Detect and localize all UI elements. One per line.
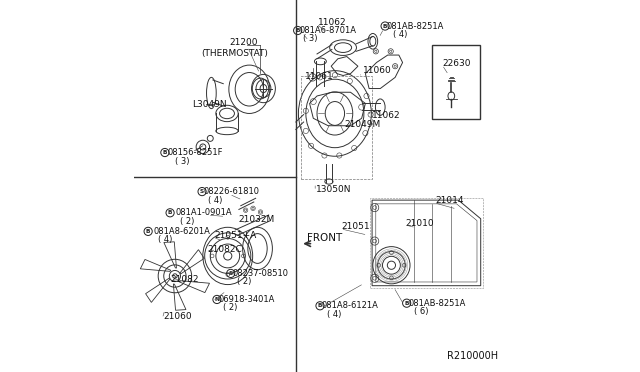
Text: R210000H: R210000H xyxy=(447,352,499,361)
Text: 11060: 11060 xyxy=(363,66,392,75)
Text: ( 2): ( 2) xyxy=(237,278,252,286)
Text: 21032M: 21032M xyxy=(238,215,275,224)
Text: 21060: 21060 xyxy=(164,312,193,321)
Text: N: N xyxy=(214,297,220,302)
Text: S: S xyxy=(200,189,204,194)
Text: 21014: 21014 xyxy=(435,196,464,205)
Bar xyxy=(431,45,480,119)
Text: B: B xyxy=(296,28,300,33)
Text: B: B xyxy=(383,23,387,29)
Text: B: B xyxy=(404,301,409,306)
Text: 21051+A: 21051+A xyxy=(214,231,256,240)
Text: B: B xyxy=(168,210,172,215)
Text: 21051: 21051 xyxy=(342,222,370,231)
Text: 21082: 21082 xyxy=(170,275,199,284)
Text: 081A1-0901A: 081A1-0901A xyxy=(175,208,232,217)
Text: ( 4): ( 4) xyxy=(326,310,341,319)
Text: 08237-08510: 08237-08510 xyxy=(232,269,289,278)
Text: 08226-61810: 08226-61810 xyxy=(204,187,260,196)
Text: 08156-8251F: 08156-8251F xyxy=(168,148,223,157)
Text: 13050N: 13050N xyxy=(316,185,352,194)
Text: ( 2): ( 2) xyxy=(180,217,195,226)
Text: 081A6-8701A: 081A6-8701A xyxy=(300,26,356,35)
Text: B: B xyxy=(163,150,167,155)
Text: 081AB-8251A: 081AB-8251A xyxy=(387,22,444,31)
Text: B: B xyxy=(318,303,322,308)
Bar xyxy=(301,76,372,179)
Text: ( 4): ( 4) xyxy=(158,235,173,244)
Text: 11062: 11062 xyxy=(372,111,401,120)
Text: 22630: 22630 xyxy=(443,59,471,68)
Text: 081A8-6121A: 081A8-6121A xyxy=(322,301,379,310)
Text: ( 4): ( 4) xyxy=(392,30,407,39)
Text: ( 2): ( 2) xyxy=(223,303,237,312)
Text: 11061: 11061 xyxy=(305,72,334,81)
Text: 081A8-6201A: 081A8-6201A xyxy=(154,227,211,236)
Text: S: S xyxy=(228,271,233,276)
Text: 21200: 21200 xyxy=(230,38,258,47)
Text: 081AB-8251A: 081AB-8251A xyxy=(408,299,466,308)
Text: 11062: 11062 xyxy=(318,18,347,27)
Text: 06918-3401A: 06918-3401A xyxy=(219,295,275,304)
Text: ( 3): ( 3) xyxy=(303,34,317,43)
Text: B: B xyxy=(146,229,150,234)
Text: FRONT: FRONT xyxy=(307,233,342,243)
Text: L3049N: L3049N xyxy=(191,100,227,109)
Text: 21082C: 21082C xyxy=(207,245,242,254)
Text: ( 4): ( 4) xyxy=(209,196,223,205)
Text: 21010: 21010 xyxy=(406,219,434,228)
Text: 21049M: 21049M xyxy=(344,120,380,129)
Text: (THERMOSTAT): (THERMOSTAT) xyxy=(201,49,268,58)
Text: ( 3): ( 3) xyxy=(175,157,189,166)
Text: ( 6): ( 6) xyxy=(413,307,428,316)
